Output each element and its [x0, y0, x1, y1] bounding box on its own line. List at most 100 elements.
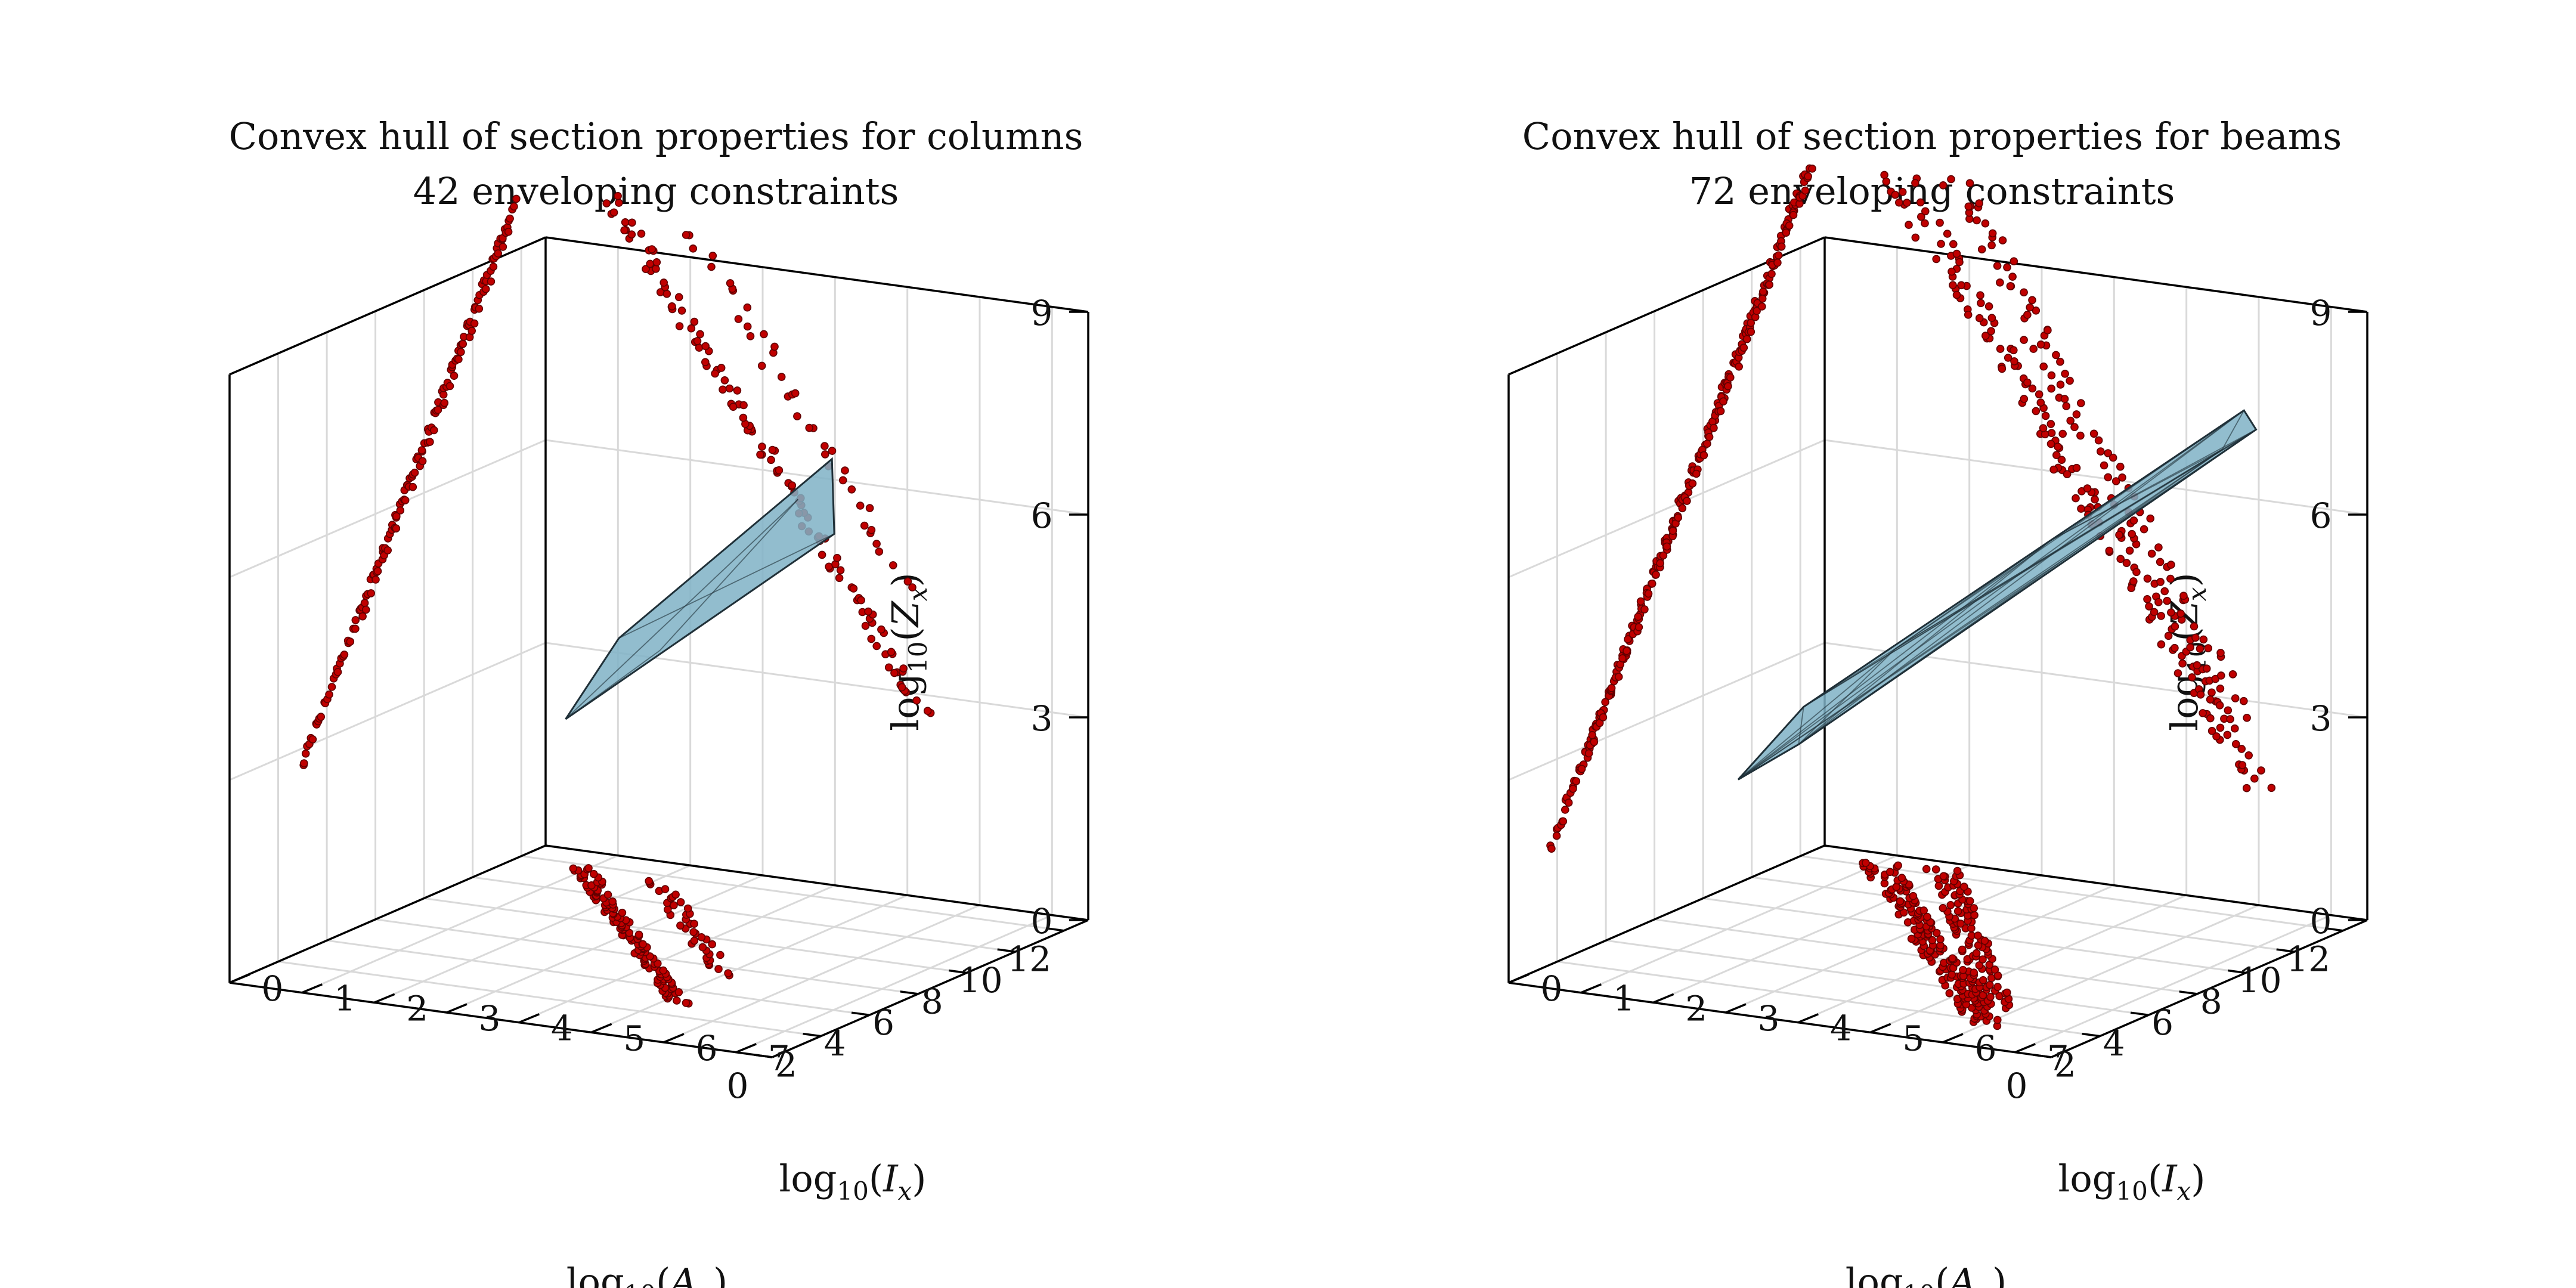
- projection-point-left-wall: [2132, 568, 2141, 577]
- y-tick: [591, 1023, 612, 1033]
- projection-point-right-wall: [1648, 579, 1657, 588]
- projection-point-left-wall: [739, 413, 748, 422]
- projection-point-right-wall: [373, 567, 382, 575]
- projection-point-left-wall: [2006, 282, 2015, 290]
- projection-point-left-wall: [2176, 609, 2185, 618]
- projection-point-left-wall: [757, 361, 766, 370]
- projection-point-floor: [1939, 872, 1948, 881]
- projection-point-left-wall: [2036, 398, 2045, 407]
- x-tick-label: 8: [921, 982, 943, 1022]
- projection-point-left-wall: [696, 330, 704, 339]
- projection-point-left-wall: [1976, 291, 1984, 300]
- projection-point-left-wall: [2128, 530, 2136, 538]
- projection-point-floor: [1885, 868, 1894, 877]
- projection-point-right-wall: [1808, 164, 1816, 173]
- projection-point-left-wall: [821, 442, 829, 450]
- projection-point-left-wall: [818, 550, 826, 559]
- projection-point-floor: [1928, 936, 1937, 945]
- projection-point-left-wall: [2171, 643, 2179, 652]
- projection-point-left-wall: [1943, 230, 1952, 238]
- projection-point-left-wall: [2036, 340, 2045, 349]
- projection-point-right-wall: [346, 637, 355, 646]
- projection-point-left-wall: [2171, 622, 2179, 631]
- projection-point-left-wall: [2047, 429, 2056, 438]
- grid-line: [1605, 939, 2149, 1016]
- projection-point-floor: [690, 919, 698, 928]
- projection-point-right-wall: [1564, 798, 1573, 807]
- x-tick-label: 6: [872, 1002, 894, 1043]
- x-tick: [2179, 990, 2197, 995]
- projection-point-right-wall: [1662, 542, 1671, 551]
- y-tick-label: 5: [1902, 1018, 1924, 1058]
- projection-point-left-wall: [1998, 364, 2007, 373]
- projection-point-right-wall: [1765, 280, 1773, 289]
- y-tick-label: 7: [768, 1038, 790, 1079]
- projection-point-left-wall: [2242, 784, 2251, 792]
- projection-point-left-wall: [861, 621, 870, 630]
- projection-point-right-wall: [1724, 382, 1732, 391]
- axes-3d: 024681012012345670369log10(Ix)log10(Ag)l…: [1507, 164, 2368, 1288]
- projection-point-left-wall: [719, 385, 727, 394]
- x-tick: [803, 1032, 821, 1038]
- projection-point-left-wall: [2150, 608, 2159, 617]
- projection-point-floor: [1986, 981, 1994, 989]
- projection-point-floor: [1907, 934, 1916, 943]
- projection-point-right-wall: [358, 612, 367, 621]
- projection-point-right-wall: [1656, 559, 1664, 568]
- projection-point-left-wall: [877, 625, 886, 634]
- projection-point-left-wall: [2044, 326, 2052, 335]
- projection-point-left-wall: [1987, 327, 1995, 336]
- projection-point-left-wall: [739, 401, 748, 410]
- chart-subtitle: 72 enveloping constraints: [1689, 169, 2175, 213]
- projection-point-floor: [689, 928, 698, 936]
- projection-point-left-wall: [1987, 314, 1996, 323]
- projection-point-right-wall: [1773, 258, 1782, 267]
- projection-point-left-wall: [836, 566, 845, 575]
- hull-facet-edge: [1798, 707, 1804, 745]
- projection-point-floor: [708, 940, 716, 949]
- projection-point-left-wall: [2028, 296, 2036, 305]
- projection-point-right-wall: [1782, 228, 1791, 237]
- projection-point-right-wall: [510, 202, 518, 211]
- projection-point-left-wall: [662, 289, 671, 298]
- projection-point-left-wall: [2156, 578, 2165, 586]
- y-tick-label: 6: [696, 1028, 718, 1069]
- projection-point-floor: [608, 897, 617, 906]
- projection-point-right-wall: [1785, 221, 1794, 230]
- x-tick: [948, 969, 967, 974]
- projection-point-left-wall: [2147, 549, 2156, 558]
- projection-point-left-wall: [690, 317, 699, 326]
- projection-point-left-wall: [889, 561, 897, 569]
- projection-point-left-wall: [864, 607, 872, 616]
- x-tick: [2227, 969, 2246, 974]
- y-tick: [229, 973, 250, 984]
- y-tick: [663, 1033, 685, 1044]
- projection-point-left-wall: [865, 504, 874, 512]
- projection-point-left-wall: [646, 259, 654, 268]
- x-tick: [1045, 927, 1064, 932]
- projection-point-floor: [1993, 1015, 2002, 1024]
- projection-point-left-wall: [2070, 423, 2079, 432]
- projection-point-right-wall: [1719, 397, 1727, 406]
- x-tick-label: 2: [2054, 1045, 2076, 1085]
- projection-point-right-wall: [301, 750, 310, 758]
- x-tick-label: 10: [959, 960, 1003, 1001]
- projection-point-right-wall: [1659, 551, 1668, 560]
- projection-point-left-wall: [2077, 504, 2085, 513]
- hull-facet-edge: [1895, 410, 2244, 649]
- projection-point-right-wall: [1636, 597, 1645, 606]
- projection-point-left-wall: [1984, 302, 1993, 311]
- projection-point-left-wall: [1947, 175, 1955, 184]
- projection-point-floor: [584, 864, 593, 872]
- projection-point-left-wall: [2020, 395, 2029, 403]
- projection-point-left-wall: [1939, 181, 1948, 190]
- hull-facet-edge: [2221, 410, 2244, 450]
- grid-line: [1824, 439, 2368, 516]
- projection-point-right-wall: [475, 304, 484, 313]
- projection-point-left-wall: [2104, 473, 2112, 482]
- y-tick: [1725, 1003, 1747, 1014]
- projection-point-left-wall: [652, 258, 661, 267]
- x-tick-label: 0: [2006, 1066, 2028, 1106]
- grid-line: [229, 439, 546, 578]
- grid-line: [229, 642, 546, 781]
